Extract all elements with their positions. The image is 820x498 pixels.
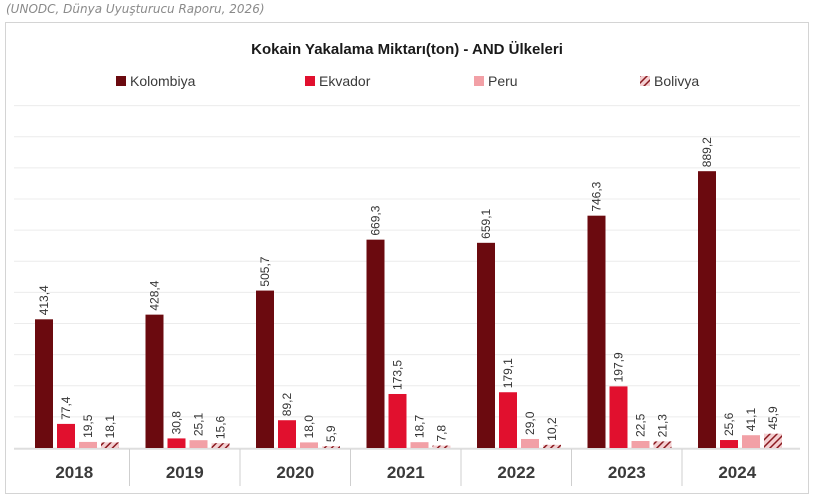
data-label: 428,4 <box>148 280 162 310</box>
bar-bolivya-2019 <box>211 443 230 448</box>
bar-ekvador-2021 <box>388 393 407 448</box>
data-label: 30,8 <box>170 411 184 435</box>
bar-bolivya-2023 <box>653 441 672 448</box>
bar-bolivya-2024 <box>764 433 782 448</box>
chart-frame: Kokain Yakalama Miktarı(ton) - AND Ülkel… <box>5 22 809 494</box>
data-label: 669,3 <box>369 205 383 235</box>
bars <box>35 171 782 448</box>
bar-bolivya-2020 <box>322 446 340 448</box>
bar-ekvador-2022 <box>499 392 517 448</box>
x-tick-label: 2020 <box>276 463 314 482</box>
data-label: 18,1 <box>103 415 117 439</box>
data-label: 25,6 <box>722 412 736 436</box>
data-label: 197,9 <box>612 352 626 382</box>
x-tick-label: 2021 <box>387 463 425 482</box>
chart-title: Kokain Yakalama Miktarı(ton) - AND Ülkel… <box>251 41 563 58</box>
data-label: 18,7 <box>413 414 427 438</box>
source-note: (UNODC, Dünya Uyuşturucu Raporu, 2026) <box>6 2 265 16</box>
data-label: 25,1 <box>192 413 206 437</box>
data-label: 179,1 <box>501 358 515 388</box>
legend-swatch-ekvador <box>305 76 315 86</box>
x-tick-label: 2018 <box>55 463 93 482</box>
bar-peru-2023 <box>631 440 650 448</box>
x-tick-label: 2022 <box>497 463 535 482</box>
category-labels: 2018 2019 2020 2021 2022 2023 2024 <box>14 448 800 486</box>
bar-ekvador-2020 <box>278 420 296 448</box>
value-labels: 413,4 77,4 19,5 18,1 428,4 30,8 25,1 15,6 505,7 8… <box>37 137 780 442</box>
bar-bolivya-2022 <box>543 444 561 448</box>
legend-swatch-peru <box>474 76 484 86</box>
data-label: 22,5 <box>634 413 648 437</box>
legend-swatch-kolombiya <box>116 76 126 86</box>
x-tick-label: 2024 <box>718 463 756 482</box>
bar-peru-2020 <box>300 442 318 448</box>
legend-swatch-bolivya <box>640 76 650 86</box>
gridlines <box>14 105 800 449</box>
bar-peru-2022 <box>521 438 539 448</box>
data-label: 889,2 <box>700 137 714 167</box>
data-label: 659,1 <box>479 208 493 238</box>
legend-label-ekvador: Ekvador <box>319 73 371 89</box>
legend-label-bolivya: Bolivya <box>654 73 699 89</box>
data-label: 173,5 <box>391 360 405 390</box>
x-tick-label: 2023 <box>608 463 646 482</box>
bar-peru-2021 <box>410 442 429 448</box>
data-label: 41,1 <box>744 408 758 432</box>
bar-kolombiya-2019 <box>145 314 164 448</box>
bar-kolombiya-2022 <box>477 242 495 448</box>
bar-peru-2019 <box>189 440 208 448</box>
x-tick-label: 2019 <box>166 463 204 482</box>
bar-ekvador-2019 <box>167 438 186 448</box>
data-label: 21,3 <box>656 414 670 438</box>
legend-label-peru: Peru <box>488 73 518 89</box>
bar-chart: Kokain Yakalama Miktarı(ton) - AND Ülkel… <box>14 41 800 486</box>
bar-ekvador-2018 <box>57 423 75 448</box>
bar-bolivya-2018 <box>101 442 119 448</box>
legend: Kolombiya Ekvador Peru Bolivya <box>116 73 699 89</box>
data-label: 5,9 <box>324 425 338 442</box>
data-label: 10,2 <box>545 417 559 441</box>
bar-kolombiya-2018 <box>35 319 53 448</box>
bar-ekvador-2023 <box>609 386 628 448</box>
data-label: 45,9 <box>766 406 780 430</box>
data-label: 413,4 <box>37 285 51 315</box>
data-label: 15,6 <box>214 415 228 439</box>
bar-kolombiya-2024 <box>698 171 716 448</box>
data-label: 18,0 <box>302 415 316 439</box>
bar-bolivya-2021 <box>432 445 451 448</box>
data-label: 89,2 <box>280 393 294 417</box>
bar-kolombiya-2020 <box>256 290 274 448</box>
bar-kolombiya-2023 <box>587 215 606 448</box>
data-label: 19,5 <box>81 414 95 438</box>
legend-label-kolombiya: Kolombiya <box>130 73 196 89</box>
bar-ekvador-2024 <box>720 440 738 448</box>
data-label: 505,7 <box>258 256 272 286</box>
data-label: 29,0 <box>523 411 537 435</box>
data-label: 7,8 <box>435 425 449 442</box>
data-label: 746,3 <box>590 181 604 211</box>
data-label: 77,4 <box>59 396 73 420</box>
bar-peru-2018 <box>79 441 97 448</box>
bar-peru-2024 <box>742 435 760 448</box>
bar-kolombiya-2021 <box>366 239 385 448</box>
